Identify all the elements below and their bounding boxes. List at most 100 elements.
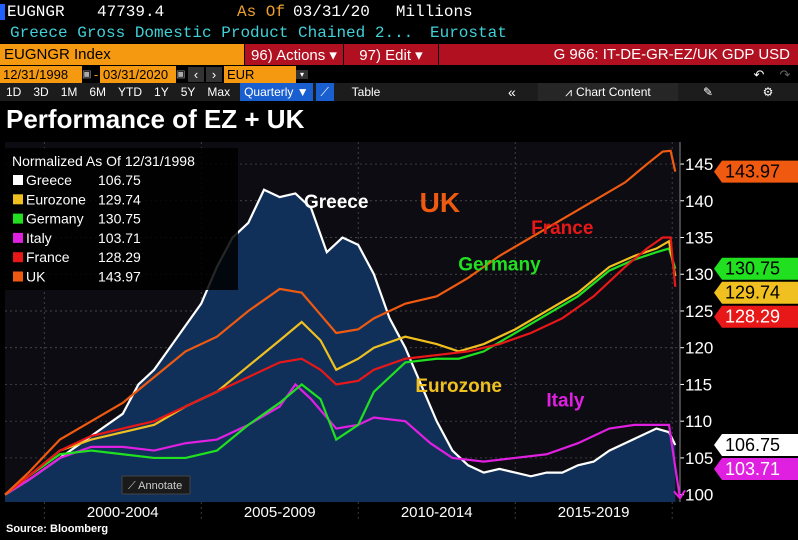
y-tick-label: 105 — [685, 449, 713, 468]
last-value-label: 128.29 — [725, 307, 780, 327]
chart-name: G 966: IT-DE-GR-EZ/UK GDP USD — [439, 44, 798, 65]
legend-label: Eurozone — [26, 191, 86, 207]
end-date-field[interactable]: 03/31/2020 — [100, 66, 176, 83]
legend-title: Normalized As Of 12/31/1998 — [12, 153, 195, 169]
command-bar: EUGNGR Index 96) Actions ▾ 97) Edit ▾ G … — [0, 44, 798, 65]
legend-label: UK — [26, 269, 46, 285]
annotation-italy: Italy — [546, 390, 584, 411]
source-note: Source: Bloomberg — [6, 523, 109, 535]
x-tick-label: 2000-2004 — [87, 504, 159, 521]
annotation-eurozone: Eurozone — [415, 376, 502, 397]
range-1y[interactable]: 1Y — [154, 85, 169, 99]
series-line-uk — [4, 149, 677, 496]
annotation-france: France — [531, 218, 593, 239]
series-line-greece — [4, 188, 677, 496]
legend-swatch — [13, 271, 23, 282]
y-tick-label: 130 — [685, 265, 713, 284]
calendar-icon[interactable]: ▣ — [176, 69, 186, 80]
chart-content-label: Chart Content — [576, 85, 651, 99]
series-line-germany — [4, 247, 677, 496]
range-6m[interactable]: 6M — [89, 85, 107, 99]
range-1m[interactable]: 1M — [60, 85, 78, 99]
security-field[interactable]: EUGNGR Index — [0, 44, 244, 65]
edit-chart-icon[interactable]: ✎ — [702, 85, 714, 99]
legend-value: 103.71 — [98, 230, 141, 246]
legend-value: 130.75 — [98, 211, 141, 227]
italy-arrow-icon — [673, 489, 686, 501]
range-3d[interactable]: 3D — [33, 85, 49, 99]
greece-area — [5, 189, 676, 502]
x-tick-label: 2015-2019 — [558, 504, 630, 521]
date-range-bar: 12/31/1998 ▣ - 03/31/2020 ▣ ‹ › EUR ▾ ↶ … — [0, 66, 798, 83]
legend-label: Italy — [26, 230, 52, 246]
redo-icon[interactable]: ↷ — [779, 66, 791, 82]
selection-marker — [0, 4, 5, 20]
units: Millions — [395, 3, 473, 21]
series-line-eurozone — [4, 239, 677, 496]
series-line-italy — [4, 382, 682, 499]
last-value-label: 103.71 — [725, 459, 780, 479]
security-header: EUGNGR 47739.4 As Of 03/31/20 Millions — [0, 2, 798, 22]
annotation-germany: Germany — [458, 255, 541, 276]
annotation-greece: Greece — [304, 192, 368, 213]
annotate-label: ⟋ Annotate — [128, 480, 182, 492]
legend-label: Germany — [26, 211, 84, 227]
chart-title: Performance of EZ + UK — [6, 104, 305, 134]
legend-value: 106.75 — [98, 172, 141, 188]
collapse-button[interactable]: « — [508, 84, 516, 100]
y-tick-label: 140 — [685, 192, 713, 211]
range-bar: 1D 3D 1M 6M YTD 1Y 5Y Max Quarterly ▼ ⟋ Table «… — [0, 83, 798, 101]
legend-swatch — [13, 194, 23, 205]
legend-swatch — [13, 213, 23, 224]
last-value-label: 106.75 — [725, 435, 780, 455]
y-tick-label: 120 — [685, 339, 713, 358]
range-5y[interactable]: 5Y — [180, 85, 196, 99]
currency-dropdown-icon[interactable]: ▾ — [296, 70, 308, 79]
last-value-tag — [714, 305, 798, 328]
last-value-label: 129.74 — [725, 283, 780, 303]
y-tick-label: 100 — [685, 486, 713, 505]
last-value-tag — [714, 434, 798, 457]
range-max[interactable]: Max — [207, 85, 231, 99]
y-tick-label: 110 — [685, 412, 712, 431]
last-value-label: 143.97 — [725, 162, 780, 182]
frequency-dropdown[interactable]: Quarterly ▼ — [240, 83, 313, 101]
chart-area[interactable]: 100 105 110 115 120 125 130 135 140 145 2000-2004 2… — [0, 142, 798, 522]
start-date-field[interactable]: 12/31/1998 — [0, 66, 82, 83]
undo-icon[interactable]: ↶ — [753, 66, 765, 82]
settings-gear-icon[interactable]: ⚙ — [762, 85, 774, 99]
x-tick-label: 2010-2014 — [401, 504, 473, 521]
legend-swatch — [13, 252, 23, 263]
legend-value: 128.29 — [98, 249, 141, 265]
edit-menu[interactable]: 97) Edit ▾ — [344, 44, 438, 65]
actions-menu[interactable]: 96) Actions ▾ — [245, 44, 343, 65]
range-ytd[interactable]: YTD — [118, 85, 143, 99]
x-tick-label: 2005-2009 — [244, 504, 316, 521]
legend-label: Greece — [26, 172, 72, 188]
series-line-france — [4, 236, 677, 496]
asof-label: As Of — [237, 3, 286, 21]
annotate-button[interactable] — [121, 475, 191, 495]
y-tick-label: 125 — [685, 302, 713, 321]
table-button[interactable]: Table — [351, 85, 381, 99]
y-tick-label: 145 — [685, 155, 713, 174]
range-1d[interactable]: 1D — [6, 85, 22, 99]
calendar-icon[interactable]: ▣ — [82, 69, 92, 80]
last-value-tag — [714, 257, 798, 280]
prev-button[interactable]: ‹ — [188, 67, 204, 82]
chart-content-icon: ⩘ — [565, 84, 573, 99]
legend-box — [4, 148, 238, 290]
next-button[interactable]: › — [206, 67, 222, 82]
description-row: Greece Gross Domestic Product Chained 2.… — [0, 23, 798, 43]
data-source: Eurostat — [430, 24, 507, 42]
ticker: EUGNGR — [7, 3, 65, 21]
chart-content-button[interactable]: ⩘ Chart Content — [538, 83, 678, 101]
legend-swatch — [13, 175, 23, 185]
line-chart-icon[interactable]: ⟋ — [315, 83, 334, 101]
legend-value: 143.97 — [98, 269, 141, 285]
currency-field[interactable]: EUR — [224, 66, 296, 83]
description: Greece Gross Domestic Product Chained 2.… — [10, 24, 414, 42]
annotation-uk: UK — [420, 187, 460, 218]
last-value-tag — [714, 281, 798, 304]
legend-value: 129.74 — [98, 191, 141, 207]
